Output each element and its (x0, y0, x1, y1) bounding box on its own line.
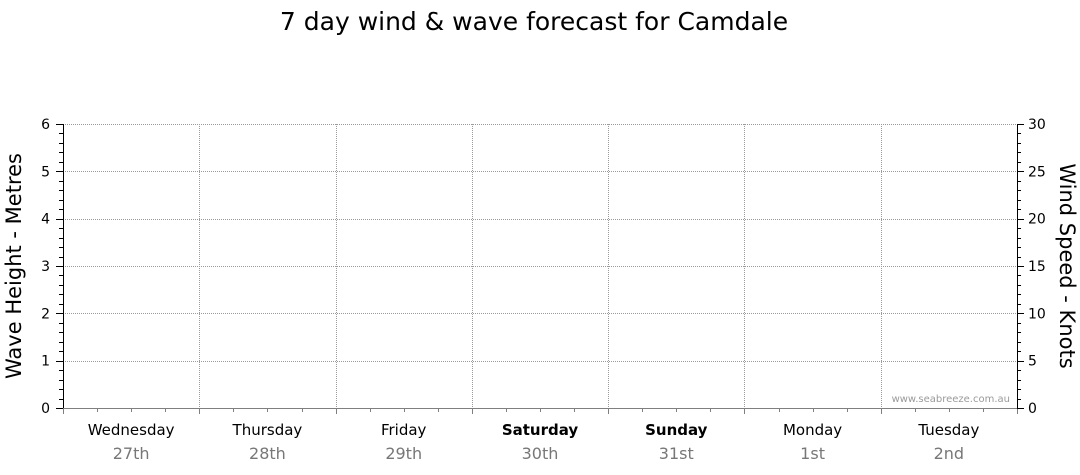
day-date-label: 2nd (934, 444, 964, 463)
left-axis-tick-label: 3 (41, 259, 50, 275)
right-axis-tick-label: 10 (1028, 306, 1046, 322)
left-axis-tick-label: 6 (41, 117, 50, 133)
day-name-label: Wednesday (88, 421, 175, 439)
day-date-label: 30th (522, 444, 559, 463)
left-axis-tick-label: 4 (41, 212, 50, 228)
day-name-label: Tuesday (917, 421, 979, 439)
right-axis-tick-label: 30 (1028, 117, 1046, 133)
day-date-label: 27th (113, 444, 150, 463)
left-axis-tick-label: 2 (41, 306, 50, 322)
day-labels: Wednesday 27th Thursday 28th Friday 29th Satur… (88, 421, 980, 463)
left-axis-tick-label: 5 (41, 164, 50, 180)
day-name-label: Monday (783, 421, 842, 439)
day-name-label: Sunday (645, 421, 708, 439)
axes (63, 124, 1018, 414)
left-axis-ticks: 0 1 2 3 4 5 6 (41, 117, 63, 417)
grid-lines (63, 124, 1017, 408)
left-axis-tick-label: 0 (41, 401, 50, 417)
right-axis-tick-label: 25 (1028, 164, 1046, 180)
day-name-label: Friday (381, 421, 427, 439)
chart-title: 7 day wind & wave forecast for Camdale (280, 7, 788, 36)
left-axis-tick-label: 1 (41, 354, 50, 370)
left-axis-title: Wave Height - Metres (2, 153, 26, 379)
right-axis-title: Wind Speed - Knots (1055, 163, 1079, 368)
right-axis-tick-label: 0 (1028, 401, 1037, 417)
day-name-label: Thursday (232, 421, 303, 439)
right-axis-tick-label: 15 (1028, 259, 1046, 275)
day-date-label: 28th (249, 444, 286, 463)
right-axis-ticks: 0 5 10 15 20 25 30 (1017, 117, 1046, 417)
day-date-label: 29th (385, 444, 422, 463)
right-axis-tick-label: 5 (1028, 354, 1037, 370)
day-date-label: 1st (800, 444, 825, 463)
right-axis-tick-label: 20 (1028, 212, 1046, 228)
watermark: www.seabreeze.com.au (892, 394, 1010, 405)
day-date-label: 31st (659, 444, 694, 463)
day-name-label: Saturday (502, 421, 579, 439)
